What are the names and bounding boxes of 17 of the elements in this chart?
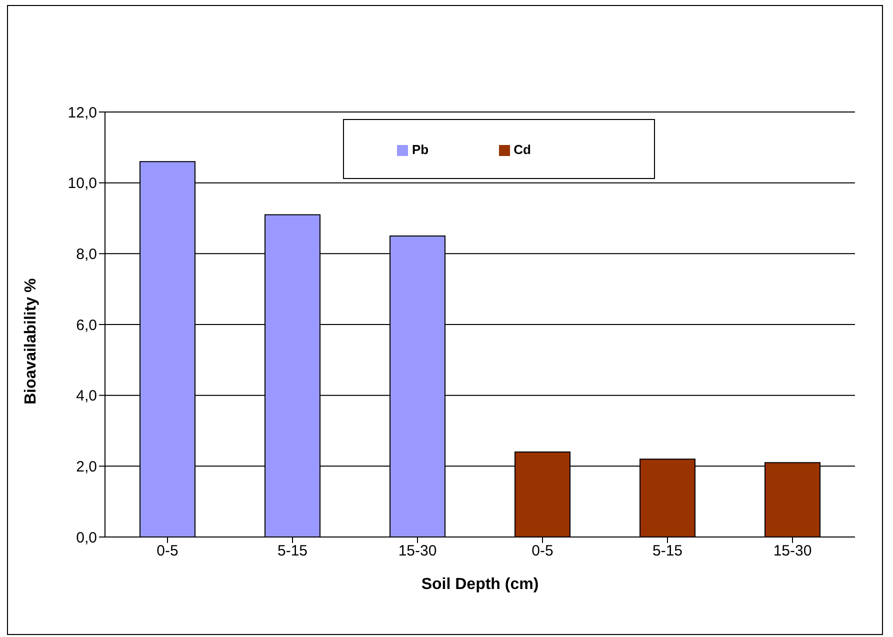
y-tick-label: 0,0: [76, 529, 97, 546]
y-tick-label: 12,0: [68, 104, 97, 122]
x-tick-label: 0-5: [532, 542, 554, 560]
y-tick-label: 6,0: [76, 316, 97, 334]
x-tick-label: 15-30: [398, 542, 437, 560]
x-axis-title: Soil Depth (cm): [421, 576, 539, 593]
y-tick-label: 8,0: [76, 246, 97, 263]
y-tick-label: 4,0: [76, 388, 97, 405]
x-tick-label: 15-30: [773, 542, 812, 560]
x-tick-label: 5-15: [652, 542, 683, 560]
y-tick-label: 2,0: [76, 458, 97, 476]
y-axis-title: Bioavailability %: [22, 278, 40, 404]
legend-label: Cd: [514, 142, 531, 156]
x-tick-label: 0-5: [156, 542, 178, 560]
legend-label: Pb: [412, 142, 429, 156]
y-tick-label: 10,0: [68, 175, 97, 192]
x-tick-label: 5-15: [277, 542, 308, 560]
